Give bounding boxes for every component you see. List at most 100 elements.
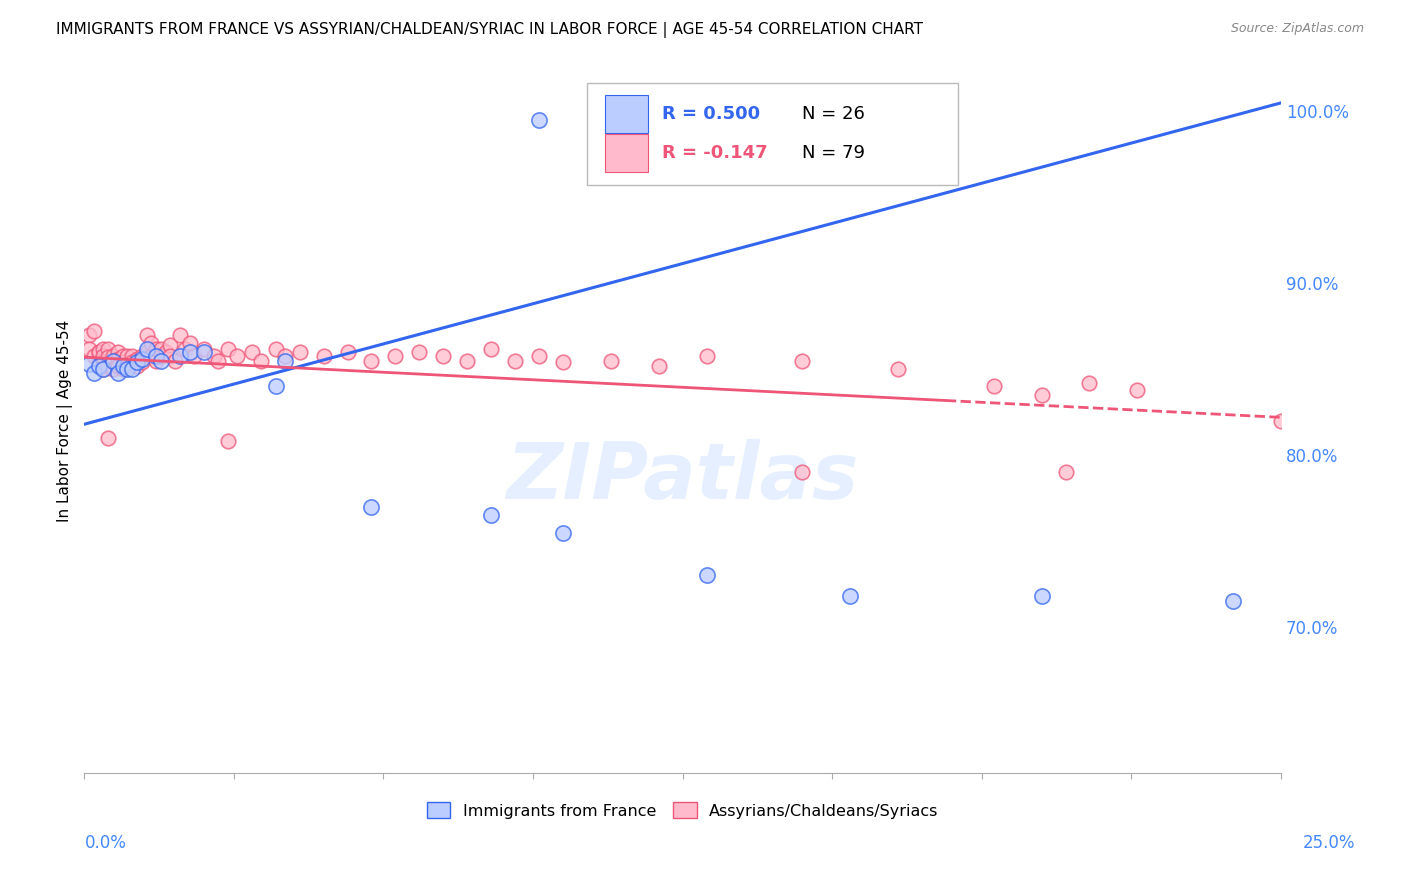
Point bbox=[599, 353, 621, 368]
Point bbox=[125, 359, 148, 373]
Point bbox=[111, 362, 134, 376]
Point bbox=[83, 325, 105, 339]
Point bbox=[149, 349, 172, 363]
Point bbox=[792, 466, 814, 480]
Point bbox=[93, 353, 115, 368]
Point bbox=[125, 351, 148, 366]
Point bbox=[1031, 589, 1053, 603]
Point bbox=[887, 362, 910, 376]
Point bbox=[503, 353, 526, 368]
Point bbox=[93, 349, 115, 363]
Point bbox=[93, 362, 115, 376]
Point bbox=[207, 353, 229, 368]
Point bbox=[125, 355, 148, 369]
FancyBboxPatch shape bbox=[605, 134, 648, 172]
Y-axis label: In Labor Force | Age 45-54: In Labor Force | Age 45-54 bbox=[58, 319, 73, 522]
Point bbox=[145, 342, 167, 356]
Point bbox=[107, 359, 129, 373]
Point bbox=[159, 349, 181, 363]
Point bbox=[131, 351, 153, 366]
Text: 0.0%: 0.0% bbox=[84, 834, 127, 852]
Point bbox=[111, 355, 134, 369]
Point bbox=[111, 359, 134, 373]
Text: Source: ZipAtlas.com: Source: ZipAtlas.com bbox=[1230, 22, 1364, 36]
Text: R = 0.500: R = 0.500 bbox=[662, 105, 761, 123]
Point bbox=[983, 379, 1005, 393]
Point bbox=[274, 349, 297, 363]
Point bbox=[527, 349, 550, 363]
Text: ZIPatlas: ZIPatlas bbox=[506, 439, 859, 516]
Point bbox=[336, 345, 359, 359]
Point bbox=[107, 345, 129, 359]
Point bbox=[141, 336, 163, 351]
Point bbox=[179, 345, 201, 359]
Point bbox=[288, 345, 311, 359]
Point bbox=[193, 342, 215, 356]
Point bbox=[135, 342, 157, 356]
Text: N = 26: N = 26 bbox=[803, 105, 865, 123]
Point bbox=[145, 349, 167, 363]
Point bbox=[117, 362, 139, 376]
Point bbox=[1078, 376, 1101, 390]
Point bbox=[121, 349, 143, 363]
Point bbox=[792, 353, 814, 368]
Point bbox=[815, 112, 838, 126]
Point bbox=[97, 350, 120, 364]
Point bbox=[264, 379, 287, 393]
Point bbox=[87, 345, 110, 359]
Point bbox=[696, 568, 718, 582]
Point bbox=[121, 362, 143, 376]
Point bbox=[87, 359, 110, 373]
Point bbox=[155, 345, 177, 359]
Point bbox=[240, 345, 263, 359]
Point bbox=[551, 525, 574, 540]
Point bbox=[217, 434, 239, 449]
Point bbox=[149, 342, 172, 356]
Point bbox=[135, 327, 157, 342]
Point bbox=[87, 345, 110, 359]
Point bbox=[93, 342, 115, 356]
Point bbox=[360, 353, 382, 368]
Point bbox=[839, 589, 862, 603]
Point bbox=[83, 349, 105, 363]
Point bbox=[77, 327, 100, 342]
Point bbox=[145, 353, 167, 368]
Point bbox=[97, 342, 120, 356]
Point bbox=[111, 349, 134, 363]
Point bbox=[107, 351, 129, 366]
Point bbox=[87, 359, 110, 373]
Point bbox=[87, 353, 110, 368]
Point bbox=[173, 342, 195, 356]
Point bbox=[97, 431, 120, 445]
Point bbox=[149, 353, 172, 368]
Point bbox=[1126, 383, 1149, 397]
Point bbox=[527, 113, 550, 128]
Point bbox=[131, 355, 153, 369]
Point bbox=[169, 349, 191, 363]
Point bbox=[101, 362, 124, 376]
Point bbox=[1270, 414, 1292, 428]
Point bbox=[159, 338, 181, 352]
FancyBboxPatch shape bbox=[605, 95, 648, 133]
Point bbox=[1294, 95, 1316, 110]
Text: 25.0%: 25.0% bbox=[1302, 834, 1355, 852]
Text: R = -0.147: R = -0.147 bbox=[662, 145, 768, 162]
Point bbox=[1222, 594, 1244, 608]
Point bbox=[647, 359, 669, 373]
Point bbox=[226, 349, 249, 363]
Point bbox=[101, 353, 124, 368]
Point bbox=[93, 362, 115, 376]
Point bbox=[77, 357, 100, 371]
Point bbox=[1031, 388, 1053, 402]
Point bbox=[217, 342, 239, 356]
Point bbox=[131, 349, 153, 363]
Point bbox=[274, 353, 297, 368]
Point bbox=[165, 353, 187, 368]
Point bbox=[135, 345, 157, 359]
Point bbox=[479, 342, 502, 356]
Point bbox=[169, 327, 191, 342]
Point bbox=[183, 349, 205, 363]
Point bbox=[551, 355, 574, 369]
Point bbox=[432, 349, 454, 363]
Point bbox=[141, 349, 163, 363]
